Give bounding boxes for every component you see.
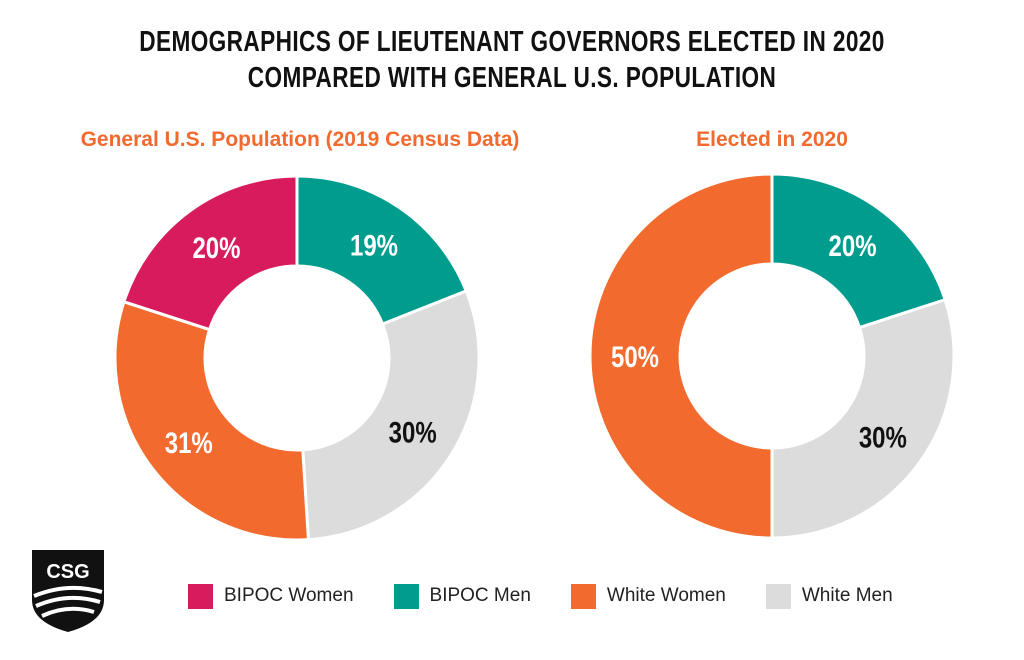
legend-swatch-white-women xyxy=(570,583,596,609)
slice-bipoc-women xyxy=(122,174,299,332)
slice-label: 50% xyxy=(611,339,659,373)
legend-item-bipoc-men: BIPOC Men xyxy=(393,583,531,609)
slice-label: 30% xyxy=(859,420,907,454)
chart-title-elected: Elected in 2020 xyxy=(696,128,848,151)
legend-label: BIPOC Men xyxy=(429,585,531,606)
legend-label: White Men xyxy=(801,585,893,606)
slice-bipoc-men xyxy=(295,174,469,327)
legend-label: BIPOC Women xyxy=(224,585,354,606)
logo-text: CSG xyxy=(46,561,89,583)
legend-swatch-white-men xyxy=(765,583,791,609)
slice-label: 30% xyxy=(389,415,437,449)
legend-label: White Women xyxy=(606,585,726,606)
legend-item-bipoc-women: BIPOC Women xyxy=(188,583,354,609)
slice-label: 31% xyxy=(165,425,213,459)
title-line-2: COMPARED WITH GENERAL U.S. POPULATION xyxy=(247,62,777,94)
slice-label: 19% xyxy=(350,228,398,262)
legend-swatch-bipoc-men xyxy=(393,583,419,609)
slice-white-women xyxy=(113,299,311,542)
chart-main-title: DEMOGRAPHICS OF LIEUTENANT GOVERNORS ELE… xyxy=(0,24,1024,96)
slice-white-women xyxy=(588,172,774,540)
slice-label: 20% xyxy=(192,231,240,265)
slice-bipoc-men xyxy=(770,172,947,330)
title-line-1: DEMOGRAPHICS OF LIEUTENANT GOVERNORS ELE… xyxy=(139,26,885,58)
slice-white-men xyxy=(301,289,481,542)
legend-swatch-bipoc-women xyxy=(188,583,213,609)
donut-population: 19% 30% 31% 20% xyxy=(113,174,481,542)
legend-item-white-women: White Women xyxy=(570,583,726,609)
slice-label: 20% xyxy=(829,229,877,263)
donut-elected: 20% 30% 50% xyxy=(588,172,956,540)
chart-title-population: General U.S. Population (2019 Census Dat… xyxy=(80,128,520,151)
legend-item-white-men: White Men xyxy=(765,583,893,609)
slice-white-men xyxy=(770,297,956,540)
csg-logo: CSG xyxy=(30,548,106,634)
legend: BIPOC Women BIPOC Men White Women White … xyxy=(188,578,893,614)
